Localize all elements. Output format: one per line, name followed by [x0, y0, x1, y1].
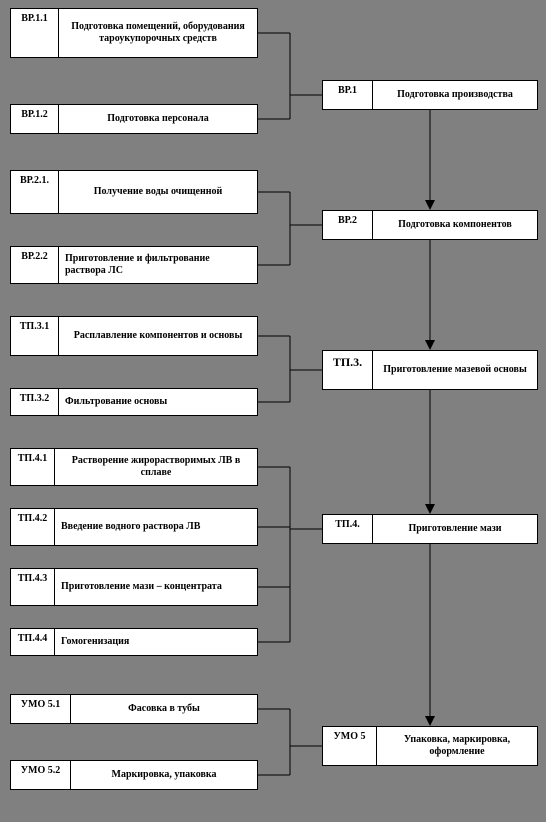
box-code: ТП.4.1	[11, 449, 55, 485]
box-label: Гомогенизация	[55, 629, 257, 655]
box-label: Растворение жирорастворимых ЛВ в сплаве	[55, 449, 257, 485]
box-code: ВР.1.1	[11, 9, 59, 57]
box-label: Фасовка в тубы	[71, 695, 257, 723]
right-box-tp4: ТП.4.Приготовление мази	[322, 514, 538, 544]
box-label: Приготовление и фильтрование раствора ЛС	[59, 247, 257, 283]
box-code: ВР.1	[323, 81, 373, 109]
left-box-bp11: ВР.1.1Подготовка помещений, оборудования…	[10, 8, 258, 58]
left-box-tp43: ТП.4.3Приготовление мази – концентрата	[10, 568, 258, 606]
box-code: ВР.2	[323, 211, 373, 239]
box-code: ТП.3.2	[11, 389, 59, 415]
box-code: ТП.4.2	[11, 509, 55, 545]
left-box-tp41: ТП.4.1Растворение жирорастворимых ЛВ в с…	[10, 448, 258, 486]
box-label: Упаковка, маркировка, оформление	[377, 727, 537, 765]
left-box-bp22: ВР.2.2Приготовление и фильтрование раств…	[10, 246, 258, 284]
box-code: ВР.2.1.	[11, 171, 59, 213]
left-box-umo52: УМО 5.2Маркировка, упаковка	[10, 760, 258, 790]
right-box-bp2: ВР.2Подготовка компонентов	[322, 210, 538, 240]
box-code: ВР.2.2	[11, 247, 59, 283]
left-box-umo51: УМО 5.1Фасовка в тубы	[10, 694, 258, 724]
box-label: Введение водного раствора ЛВ	[55, 509, 257, 545]
box-label: Получение воды очищенной	[59, 171, 257, 213]
right-box-tp3: ТП.3.Приготовление мазевой основы	[322, 350, 538, 390]
box-label: Подготовка персонала	[59, 105, 257, 133]
left-box-tp42: ТП.4.2Введение водного раствора ЛВ	[10, 508, 258, 546]
left-box-tp44: ТП.4.4Гомогенизация	[10, 628, 258, 656]
box-label: Приготовление мазевой основы	[373, 351, 537, 389]
box-code: ТП.4.3	[11, 569, 55, 605]
box-label: Приготовление мази – концентрата	[55, 569, 257, 605]
box-label: Приготовление мази	[373, 515, 537, 543]
box-code: ТП.3.1	[11, 317, 59, 355]
box-label: Подготовка производства	[373, 81, 537, 109]
box-code: УМО 5.2	[11, 761, 71, 789]
box-label: Подготовка помещений, оборудования тароу…	[59, 9, 257, 57]
box-label: Маркировка, упаковка	[71, 761, 257, 789]
left-box-bp12: ВР.1.2Подготовка персонала	[10, 104, 258, 134]
box-label: Подготовка компонентов	[373, 211, 537, 239]
box-code: ТП.4.	[323, 515, 373, 543]
right-box-umo5: УМО 5Упаковка, маркировка, оформление	[322, 726, 538, 766]
box-code: УМО 5.1	[11, 695, 71, 723]
box-code: ВР.1.2	[11, 105, 59, 133]
box-code: УМО 5	[323, 727, 377, 765]
left-box-tp31: ТП.3.1Расплавление компонентов и основы	[10, 316, 258, 356]
left-box-bp21: ВР.2.1.Получение воды очищенной	[10, 170, 258, 214]
left-box-tp32: ТП.3.2Фильтрование основы	[10, 388, 258, 416]
box-label: Фильтрование основы	[59, 389, 257, 415]
right-box-bp1: ВР.1Подготовка производства	[322, 80, 538, 110]
box-code: ТП.4.4	[11, 629, 55, 655]
box-label: Расплавление компонентов и основы	[59, 317, 257, 355]
box-code: ТП.3.	[323, 351, 373, 389]
